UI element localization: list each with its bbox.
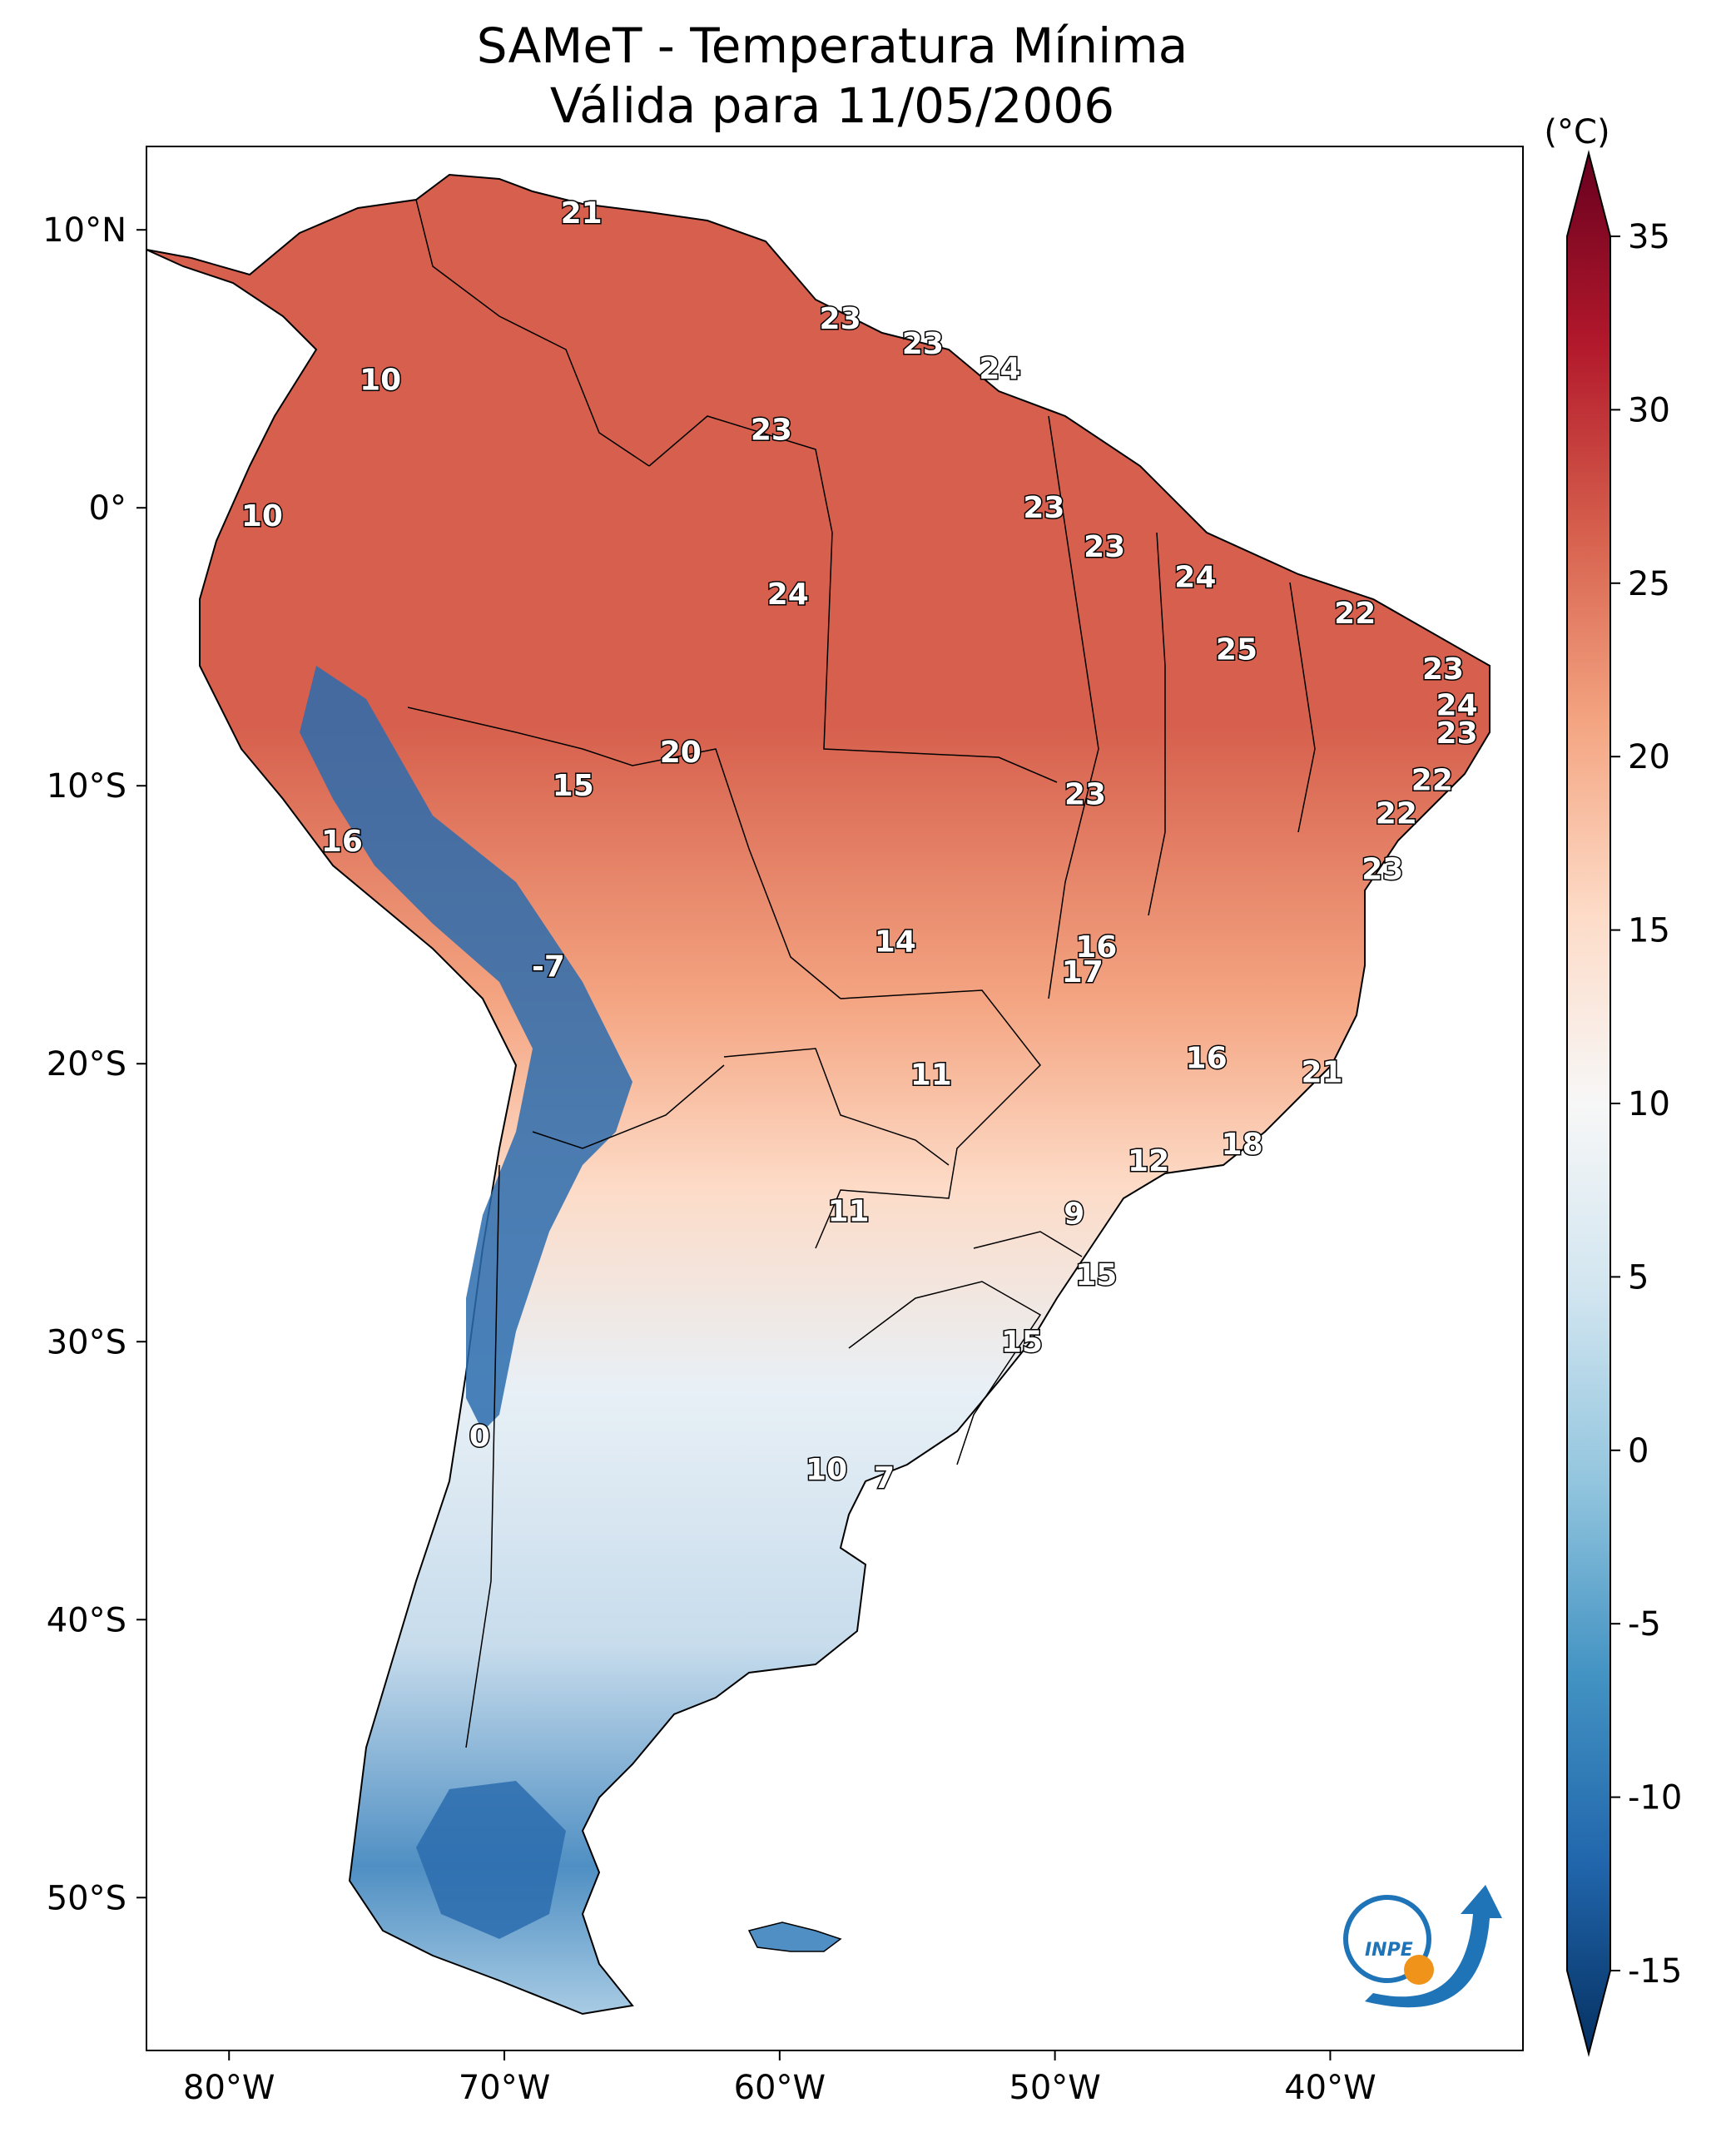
colorbar-tick-label: 35 — [1628, 218, 1670, 256]
inpe-logo: INPE — [1343, 1885, 1502, 2008]
colorbar-tick-label: 15 — [1628, 912, 1670, 950]
station-label: 16 — [1186, 1042, 1228, 1076]
falkland-islands — [747, 1921, 842, 1952]
colorbar-tick-label: -10 — [1628, 1779, 1682, 1817]
station-label: 16 — [321, 825, 363, 859]
station-label: 23 — [1362, 852, 1403, 886]
lat-tick-label: 30°S — [47, 1323, 126, 1361]
south-america-landmass — [146, 173, 1490, 2016]
colorbar-tick-label: 25 — [1628, 565, 1670, 603]
station-label: 10 — [241, 499, 283, 533]
station-label: 25 — [1216, 633, 1257, 667]
station-label: 24 — [767, 578, 809, 612]
colorbar-tick-label: 20 — [1628, 738, 1670, 776]
station-label: 23 — [820, 302, 861, 336]
lon-tick-label: 40°W — [1284, 2069, 1376, 2107]
station-label: 23 — [1436, 717, 1478, 751]
station-label: 21 — [561, 196, 603, 231]
longitude-axis: 80°W 70°W 60°W 50°W 40°W — [183, 2050, 1376, 2107]
station-label: 7 — [874, 1461, 895, 1495]
station-label: 21 — [1301, 1055, 1342, 1089]
colorbar-tick-label: 30 — [1628, 391, 1670, 429]
station-label: 11 — [827, 1194, 869, 1228]
station-label: 23 — [1084, 530, 1125, 564]
colorbar-tick-label: 10 — [1628, 1085, 1670, 1123]
colorbar-tick-label: 0 — [1628, 1432, 1649, 1470]
station-label: 24 — [979, 352, 1020, 386]
lat-tick-label: 0° — [89, 489, 126, 528]
station-label: 22 — [1376, 797, 1417, 831]
station-label: 12 — [1128, 1144, 1169, 1178]
station-label: 22 — [1334, 597, 1376, 631]
colorbar-tick-label: -15 — [1628, 1952, 1682, 1991]
station-label: -7 — [532, 950, 565, 984]
station-label: 23 — [751, 414, 792, 448]
station-label: 18 — [1222, 1128, 1263, 1162]
station-label: 23 — [1023, 491, 1064, 525]
station-label: 20 — [660, 736, 702, 770]
colorbar-tick-label: 5 — [1628, 1258, 1649, 1297]
lon-tick-label: 80°W — [183, 2069, 275, 2107]
colorbar-bar — [1566, 150, 1611, 2057]
station-label: 15 — [1001, 1325, 1043, 1359]
station-label: 23 — [902, 327, 944, 361]
andes-cold-band — [300, 666, 632, 1939]
country-borders — [407, 199, 1316, 1748]
lon-tick-label: 60°W — [734, 2069, 826, 2107]
station-label: 10 — [360, 364, 401, 398]
station-label: 10 — [806, 1453, 847, 1487]
lat-tick-label: 20°S — [47, 1045, 126, 1083]
station-label: 15 — [553, 769, 594, 803]
lat-tick-label: 50°S — [47, 1879, 126, 1917]
colorbar-ticks: 35 30 25 20 15 10 5 0 -5 -10 -15 — [1610, 218, 1682, 1991]
station-label: 22 — [1411, 764, 1453, 798]
lat-tick-label: 40°S — [47, 1601, 126, 1639]
logo-arrow-icon — [1365, 1885, 1502, 2008]
map-title: SAMeT - Temperatura Mínima — [476, 17, 1188, 74]
station-label: 11 — [910, 1059, 952, 1093]
station-label: 0 — [469, 1420, 490, 1454]
station-label: 17 — [1062, 955, 1104, 989]
logo-text: INPE — [1365, 1940, 1413, 1961]
station-label: 16 — [1075, 930, 1117, 964]
lat-tick-label: 10°N — [42, 211, 126, 250]
lon-tick-label: 50°W — [1009, 2069, 1100, 2107]
colorbar-unit: (°C) — [1544, 113, 1610, 151]
station-label: 9 — [1064, 1197, 1084, 1232]
lat-tick-label: 10°S — [47, 767, 126, 806]
station-label: 23 — [1064, 777, 1106, 811]
station-label: 24 — [1436, 688, 1478, 722]
lon-tick-label: 70°W — [459, 2069, 550, 2107]
station-label: 15 — [1075, 1258, 1117, 1292]
map-subtitle: Válida para 11/05/2006 — [549, 77, 1115, 134]
latitude-axis: 10°N 0° 10°S 20°S 30°S 40°S 50°S — [42, 211, 146, 1917]
station-label: 24 — [1174, 561, 1216, 595]
colorbar: (°C) 35 30 25 20 15 10 5 0 -5 -10 -15 — [1544, 113, 1682, 2057]
station-label: 23 — [1422, 652, 1464, 687]
station-label: 14 — [875, 925, 916, 959]
colorbar-tick-label: -5 — [1628, 1605, 1661, 1644]
